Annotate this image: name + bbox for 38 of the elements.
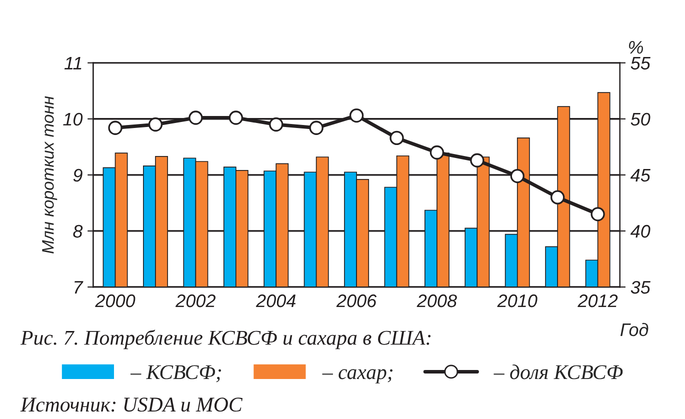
x-tick-label: 2000: [95, 294, 136, 308]
y-tick-label: 9: [73, 168, 82, 182]
y2-tick-label: 50: [630, 112, 650, 126]
x-tick-label: 2008: [416, 294, 457, 308]
point: [108, 120, 122, 135]
x-tick-label: 2010: [497, 294, 538, 308]
y2-tick-label: 35: [630, 280, 650, 294]
point: [430, 145, 444, 160]
y-axis-title: Млн коротких тонн: [42, 96, 58, 254]
text: Источник: USDA и МОС: [20, 398, 243, 412]
y-tick-label: 7: [74, 281, 84, 294]
x-tick-label: 2002: [176, 294, 216, 308]
point: [148, 117, 163, 132]
point: [550, 190, 565, 204]
y2-tick-label: 55: [630, 56, 650, 70]
point: [188, 110, 203, 125]
point: [470, 153, 484, 168]
point: [309, 120, 324, 135]
y2-tick-label: 40: [630, 224, 650, 238]
legend-label: – сахар;: [322, 369, 392, 384]
y-tick-label: 10: [63, 112, 83, 126]
legend-label: – доля КСВСФ: [494, 364, 623, 380]
point: [228, 110, 243, 125]
y-tick-label: 11: [64, 56, 82, 70]
point: [590, 207, 605, 222]
y2-axis-title: %: [628, 40, 643, 54]
x-tick-label: 2012: [578, 294, 618, 308]
legend-label: – КСВСФ;: [130, 365, 222, 382]
x-tick-label: 2006: [336, 294, 377, 308]
y2-tick-label: 45: [630, 169, 650, 182]
y-tick-label: 8: [73, 224, 83, 238]
point: [349, 108, 364, 123]
x-axis-title: Год: [620, 322, 648, 336]
point: [510, 168, 524, 184]
text: Рис. 7. Потребление КСВСФ и сахара в США:: [20, 330, 431, 350]
point: [390, 130, 404, 146]
point: [269, 117, 284, 132]
x-tick-label: 2004: [256, 294, 296, 308]
